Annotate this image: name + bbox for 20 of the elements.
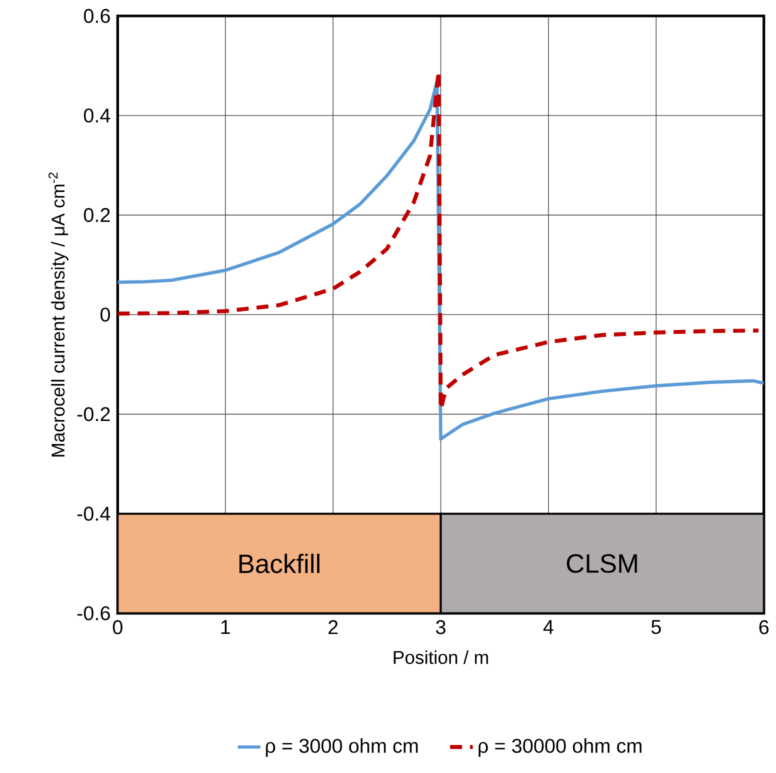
x-tick-label: 3 — [436, 620, 446, 634]
legend-label: ρ = 30000 ohm cm — [478, 738, 642, 757]
y-tick-label: 0.6 — [84, 8, 110, 24]
x-tick-label: 5 — [651, 620, 661, 634]
y-tick-label: 0.2 — [84, 208, 110, 222]
legend-label: ρ = 3000 ohm cm — [266, 738, 418, 757]
y-tick-label: -0.4 — [77, 506, 110, 521]
x-tick-label: 4 — [543, 620, 554, 634]
y-tick-label: 0.4 — [84, 108, 110, 123]
y-tick-label: 0 — [100, 308, 110, 322]
x-tick-label: 2 — [328, 620, 338, 634]
band-label: CLSM — [566, 554, 637, 573]
x-tick-label: 0 — [112, 620, 122, 634]
y-axis-title: Macrocell current density / μA cm$^{-2}$ — [48, 172, 68, 457]
x-tick-label: 6 — [759, 620, 769, 634]
x-axis-title: Position / m — [394, 650, 488, 664]
y-tick-label: -0.2 — [77, 407, 110, 422]
y-tick-label: -0.6 — [77, 606, 110, 620]
x-tick-label: 1 — [221, 620, 230, 634]
band-label: Backfill — [239, 554, 320, 574]
